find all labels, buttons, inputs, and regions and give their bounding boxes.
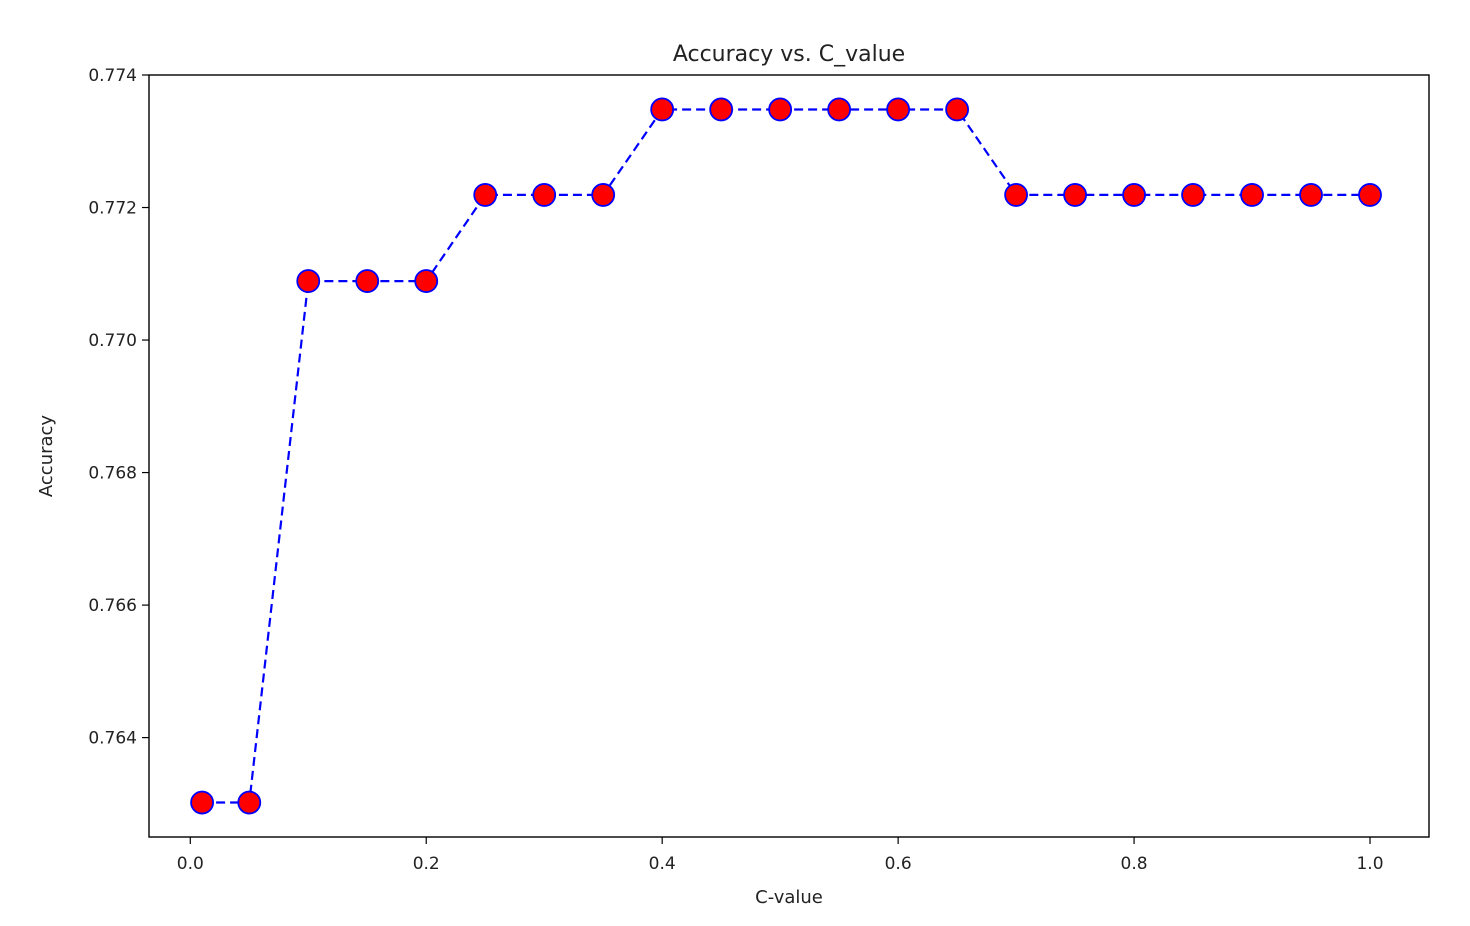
data-point [414,269,439,293]
y-tick-label: 0.770 [88,331,137,351]
data-point [709,97,734,122]
data-point [1358,183,1382,207]
y-tick-label: 0.764 [88,729,137,749]
data-point [1299,183,1323,207]
data-point [1004,183,1028,207]
data-point [768,97,793,122]
y-tick-label: 0.774 [88,66,137,86]
data-point [532,183,557,207]
data-point [1240,183,1264,207]
x-axis-ticks: 0.0 0.2 0.4 0.6 0.8 1.0 [177,837,1384,874]
y-axis-label: Accuracy [36,415,57,498]
y-axis-ticks: 0.764 0.766 0.768 0.770 0.772 0.774 [88,66,149,749]
x-tick-label: 0.8 [1121,854,1148,874]
data-point [827,97,852,122]
data-point [355,269,380,293]
x-tick-label: 0.4 [649,854,676,874]
data-point [296,269,321,293]
data-point [1181,183,1205,207]
plot-frame [148,74,1430,838]
data-point [1063,183,1087,207]
x-tick-label: 0.6 [885,854,912,874]
x-axis-label: C-value [755,887,823,908]
data-point [650,97,675,122]
data-point [945,97,970,122]
y-tick-label: 0.768 [88,464,137,484]
data-point [237,790,262,815]
plot-area [190,97,1382,815]
data-point [886,97,911,122]
chart-title: Accuracy vs. C_value [673,42,905,67]
x-tick-label: 0.2 [413,854,440,874]
y-tick-label: 0.766 [88,596,137,616]
series-line [202,108,1370,804]
data-point [473,183,498,207]
x-tick-label: 0.0 [177,854,204,874]
data-point [1122,183,1146,207]
data-point [591,183,616,207]
x-tick-label: 1.0 [1356,854,1383,874]
data-point [190,790,214,815]
y-tick-label: 0.772 [88,199,137,219]
